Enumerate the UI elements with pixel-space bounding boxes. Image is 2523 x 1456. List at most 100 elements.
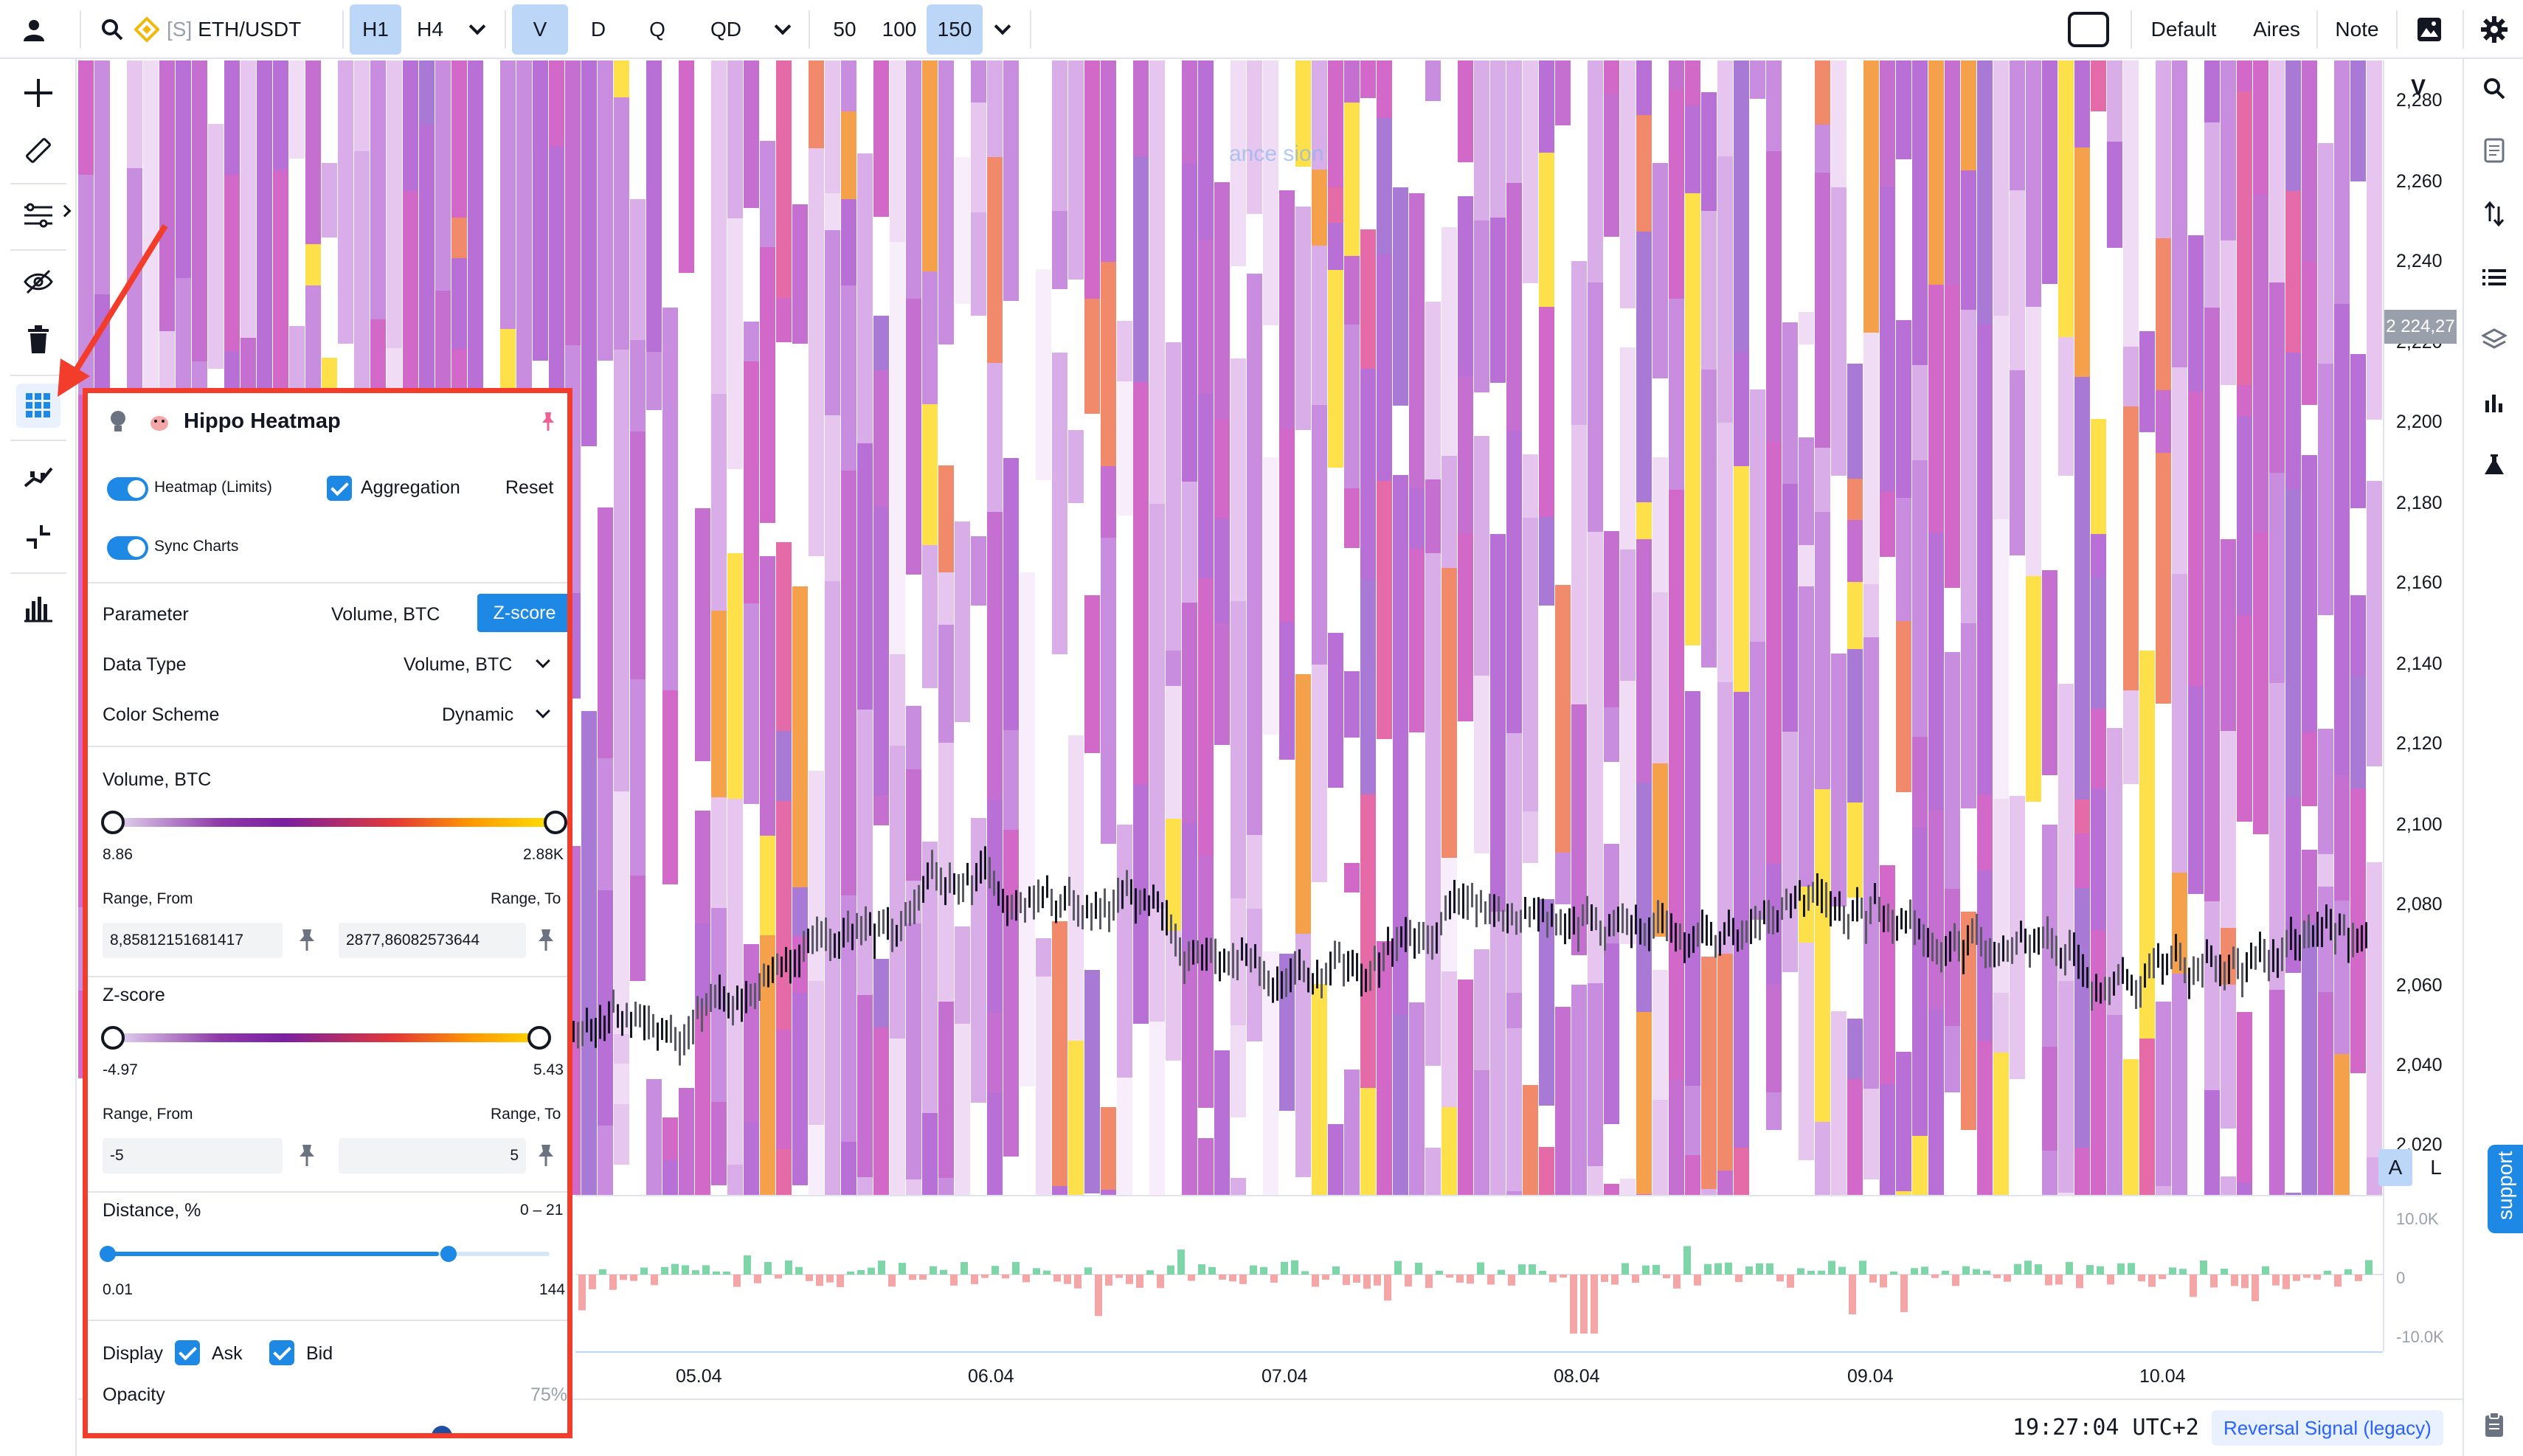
time-axis[interactable]: 05.04 06.04 07.04 08.04 09.04 10.04 <box>575 1351 2383 1398</box>
opacity-slider[interactable] <box>107 1435 550 1438</box>
candle <box>2237 948 2239 980</box>
heatmap-tool[interactable] <box>16 384 60 428</box>
aggregation-checkbox[interactable] <box>327 476 352 501</box>
heatmap-cell <box>1896 498 1911 621</box>
layout-default[interactable]: Default <box>2150 18 2217 41</box>
heatmap-cell <box>906 60 921 299</box>
volume-max-handle[interactable] <box>544 811 567 834</box>
candle <box>2095 974 2097 1002</box>
ask-checkbox[interactable] <box>175 1340 200 1365</box>
settings-button[interactable] <box>2470 4 2519 55</box>
heatmap-limits-toggle[interactable] <box>107 477 148 501</box>
lab-button[interactable] <box>2472 443 2516 487</box>
mode-q[interactable]: Q <box>649 18 665 41</box>
volume-range-from-input[interactable]: 8,85812151681417 <box>103 923 283 958</box>
volume-delta-bar <box>806 1275 813 1281</box>
volume-range-to-input[interactable]: 2877,86082573644 <box>339 923 526 958</box>
crosshair-tool[interactable] <box>16 71 60 115</box>
symbol-search[interactable]: [S] ETH/USDT <box>90 4 333 55</box>
delete-tool[interactable] <box>16 317 60 361</box>
sync-charts-toggle[interactable] <box>107 536 148 560</box>
heatmap-cell <box>922 842 938 1113</box>
heatmap-cell <box>906 769 921 881</box>
mode-d[interactable]: D <box>590 18 606 41</box>
indicator-tool[interactable] <box>16 193 60 238</box>
price-axis[interactable]: V 2,280 2,260 2,240 2,220 2,200 2,180 2,… <box>2383 60 2461 1195</box>
reset-button[interactable]: Reset <box>505 477 554 498</box>
mode-dropdown[interactable] <box>764 4 801 55</box>
trades-button[interactable] <box>2472 192 2516 236</box>
candle <box>1909 899 1911 929</box>
stats-button[interactable] <box>2472 381 2516 425</box>
volume-profile-tool[interactable] <box>16 586 60 630</box>
candle <box>913 890 916 924</box>
layout-aires[interactable]: Aires <box>2253 18 2300 41</box>
heatmap-cell <box>679 60 694 273</box>
lightbulb-icon[interactable] <box>108 409 128 434</box>
distance-max-handle[interactable] <box>440 1246 457 1262</box>
volume-delta-bar <box>1436 1270 1443 1275</box>
pin-icon[interactable] <box>296 927 318 952</box>
depth-50[interactable]: 50 <box>833 18 856 41</box>
opacity-handle[interactable] <box>432 1426 452 1433</box>
data-type-select[interactable]: Volume, BTC <box>404 654 513 675</box>
parameter-volume-option[interactable]: Volume, BTC <box>331 604 440 625</box>
heatmap-cell <box>2350 354 2366 508</box>
heatmap-cell <box>451 218 467 258</box>
depth-dropdown[interactable] <box>984 4 1021 55</box>
auto-scale-button[interactable]: A <box>2378 1149 2412 1186</box>
watchlist-button[interactable] <box>2472 255 2516 299</box>
log-scale-button[interactable]: L <box>2430 1156 2442 1179</box>
heatmap-cell <box>1896 159 1911 320</box>
candle <box>688 1016 690 1050</box>
bid-checkbox[interactable] <box>269 1340 294 1365</box>
heatmap-cell <box>1588 282 1603 532</box>
layers-button[interactable] <box>2472 317 2516 361</box>
layout-note[interactable]: Note <box>2335 18 2379 41</box>
timeframe-h4[interactable]: H4 <box>417 18 443 41</box>
heatmap-cell <box>2285 973 2301 1193</box>
timeframe-h1[interactable]: H1 <box>350 4 401 55</box>
distance-min-handle[interactable] <box>100 1246 116 1262</box>
zscore-min-handle[interactable] <box>101 1026 125 1050</box>
notes-button[interactable] <box>2472 128 2516 173</box>
hide-drawings-tool[interactable] <box>16 260 60 304</box>
heatmap-cell <box>78 175 94 395</box>
trend-tool[interactable] <box>16 454 60 499</box>
parameter-zscore-option[interactable]: Z-score <box>477 594 567 632</box>
pin-icon[interactable] <box>296 1143 318 1168</box>
fullscreen-button[interactable] <box>2063 4 2114 55</box>
snapshot-button[interactable] <box>2403 4 2455 55</box>
heatmap-cell <box>1685 105 1700 193</box>
heatmap-cell <box>1506 993 1522 1028</box>
mode-qd[interactable]: QD <box>710 18 741 41</box>
candle <box>1024 898 1026 923</box>
pin-icon[interactable] <box>535 927 557 952</box>
ruler-tool[interactable] <box>16 128 60 173</box>
reversal-signal-badge[interactable]: Reversal Signal (legacy) <box>2212 1410 2443 1446</box>
candle <box>2281 937 2283 971</box>
clipboard-button[interactable] <box>2472 1403 2516 1447</box>
volume-delta-bar <box>888 1275 896 1287</box>
user-avatar[interactable] <box>10 4 58 55</box>
timeframe-dropdown[interactable] <box>459 4 496 55</box>
volume-min-handle[interactable] <box>101 811 125 834</box>
zscore-range-to-input[interactable]: 5 <box>339 1138 526 1174</box>
heatmap-cell <box>1701 92 1717 211</box>
heatmap-cell <box>2367 60 2382 279</box>
depth-150[interactable]: 150 <box>927 4 983 55</box>
heatmap-cell <box>760 556 775 836</box>
collapse-tool[interactable] <box>16 515 60 559</box>
mode-v[interactable]: V <box>512 4 568 55</box>
depth-100[interactable]: 100 <box>882 18 917 41</box>
color-scheme-select[interactable]: Dynamic <box>442 704 514 725</box>
heatmap-cell <box>857 153 873 443</box>
pin-icon[interactable] <box>539 411 557 431</box>
candle <box>803 931 805 962</box>
search-panel-button[interactable] <box>2472 66 2516 111</box>
support-tab[interactable]: support <box>2488 1145 2523 1233</box>
zscore-max-handle[interactable] <box>527 1026 551 1050</box>
zscore-range-from-input[interactable]: -5 <box>103 1138 283 1174</box>
candle <box>887 906 889 940</box>
pin-icon[interactable] <box>535 1143 557 1168</box>
